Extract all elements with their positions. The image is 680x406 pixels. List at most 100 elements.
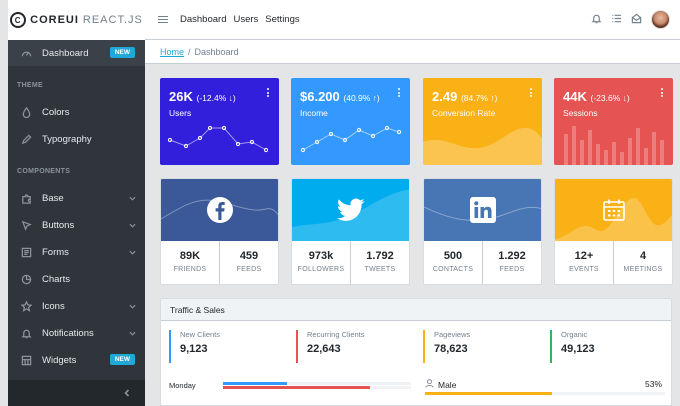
sidebar-item-widgets[interactable]: Widgets NEW	[8, 347, 145, 373]
notes-icon	[20, 246, 32, 258]
sidebar-toggler-icon[interactable]	[158, 16, 168, 23]
coreui-logo-icon: C	[10, 12, 27, 28]
feeds-stat: 1.292 FEEDS	[498, 250, 526, 273]
sidebar-item-label: Charts	[42, 273, 70, 285]
social-card-twitter: 973k FOLLOWERS 1.792 TWEETS	[291, 178, 410, 285]
calendar-icon	[602, 198, 626, 222]
sidebar-item-label: Buttons	[42, 219, 75, 231]
gender-label: Male	[438, 379, 457, 390]
stat-value: 26K (-12.4% ↓)	[169, 89, 236, 104]
sidebar-item-colors[interactable]: Colors	[8, 99, 145, 125]
app-header: Dashboard Users Settings	[145, 0, 680, 40]
chevron-down-icon	[129, 329, 136, 336]
events-stat: 12+ EVENTS	[555, 241, 614, 284]
income-sparkline	[300, 125, 402, 153]
stat-label: Users	[169, 108, 192, 118]
new-clients-progress	[223, 382, 411, 385]
social-wave-chart	[555, 197, 672, 241]
tweets-stat: 1.792 TWEETS	[364, 250, 396, 273]
chart-pie-icon	[20, 273, 32, 285]
chevron-left-icon	[123, 384, 131, 402]
new-badge: NEW	[109, 47, 135, 58]
stat-card-conversion: 2.49 (84.7% ↑) Conversion Rate	[423, 78, 542, 165]
stat-label: Sessions	[563, 108, 598, 118]
brand-logo[interactable]: C COREUI REACT.JS	[8, 0, 145, 40]
kpi-pageviews: Pageviews 78,623	[423, 330, 533, 363]
kpi-new-clients: New Clients 9,123	[169, 330, 279, 363]
speedometer-icon	[20, 47, 32, 59]
sidebar-item-typography[interactable]: Typography	[8, 126, 145, 152]
envelope-open-icon[interactable]	[631, 11, 642, 29]
friends-stat: 89K FRIENDS	[161, 241, 220, 284]
sidebar-item-base[interactable]: Base	[8, 185, 145, 211]
bell-icon[interactable]	[591, 11, 602, 29]
sidebar-item-forms[interactable]: Forms	[8, 239, 145, 265]
drop-icon	[20, 106, 32, 118]
card-title: Traffic & Sales	[161, 299, 671, 321]
sidebar-minimizer[interactable]	[8, 380, 145, 406]
more-options-icon[interactable]	[530, 88, 533, 97]
kpi-organic: Organic 49,123	[550, 330, 660, 363]
breadcrumb-home-link[interactable]: Home	[160, 46, 185, 57]
star-icon	[20, 300, 32, 312]
traffic-sales-card: Traffic & Sales New Clients 9,123 Recurri…	[160, 298, 672, 406]
new-badge: NEW	[109, 354, 135, 365]
social-wave-chart	[161, 199, 278, 220]
avatar[interactable]	[651, 10, 670, 29]
stat-label: Conversion Rate	[432, 108, 496, 118]
linkedin-icon	[469, 197, 496, 223]
sidebar-item-notifications[interactable]: Notifications	[8, 320, 145, 346]
day-label: Monday	[169, 381, 196, 390]
social-card-linkedin: 500 CONTACTS 1.292 FEEDS	[423, 178, 542, 285]
contacts-stat: 500 CONTACTS	[424, 241, 483, 284]
male-progress	[425, 392, 665, 395]
social-card-facebook: 89K FRIENDS 459 FEEDS	[160, 178, 279, 285]
list-icon[interactable]	[611, 11, 622, 29]
social-wave-chart	[292, 189, 409, 241]
bell-icon	[20, 327, 32, 339]
stat-card-income: $6.200 (40.9% ↑) Income	[291, 78, 410, 165]
sidebar-item-charts[interactable]: Charts	[8, 266, 145, 292]
header-nav-settings[interactable]: Settings	[265, 14, 300, 25]
puzzle-icon	[20, 192, 32, 204]
stat-value: 2.49 (84.7% ↑)	[432, 89, 498, 104]
followers-stat: 973k FOLLOWERS	[292, 241, 351, 284]
sidebar-item-buttons[interactable]: Buttons	[8, 212, 145, 238]
conversion-area-chart	[423, 127, 542, 165]
sidebar-item-label: Icons	[42, 300, 65, 312]
sidebar-item-icons[interactable]: Icons	[8, 293, 145, 319]
sidebar-section-components: COMPONENTS	[17, 168, 71, 175]
stat-card-sessions: 44K (-23.6% ↓) Sessions	[554, 78, 673, 165]
more-options-icon[interactable]	[267, 88, 270, 97]
breadcrumb-current: Dashboard	[194, 46, 239, 57]
chevron-down-icon	[129, 302, 136, 309]
breadcrumb: Home / Dashboard	[145, 40, 680, 64]
sidebar-item-label: Base	[42, 192, 64, 204]
chevron-down-icon	[129, 221, 136, 228]
stat-value: $6.200 (40.9% ↑)	[300, 89, 380, 104]
users-sparkline	[167, 125, 269, 153]
more-options-icon[interactable]	[398, 88, 401, 97]
feeds-stat: 459 FEEDS	[236, 250, 262, 273]
meetings-stat: 4 MEETINGS	[623, 250, 663, 273]
gender-percent: 53%	[645, 379, 663, 389]
header-actions	[591, 10, 670, 29]
breadcrumb-separator: /	[188, 46, 191, 57]
header-nav-users[interactable]: Users	[233, 14, 259, 25]
social-card-calendar: 12+ EVENTS 4 MEETINGS	[554, 178, 673, 285]
sidebar-item-label: Notifications	[42, 327, 94, 339]
brand-name-bold: COREUI	[30, 14, 79, 26]
sidebar-item-label: Colors	[42, 106, 70, 118]
more-options-icon[interactable]	[661, 88, 664, 97]
cursor-icon	[20, 219, 32, 231]
twitter-icon	[336, 198, 365, 222]
header-nav-dashboard[interactable]: Dashboard	[180, 14, 227, 25]
recurring-clients-progress	[223, 386, 411, 389]
stat-card-users: 26K (-12.4% ↓) Users	[160, 78, 279, 165]
stat-value: 44K (-23.6% ↓)	[563, 89, 630, 104]
pencil-icon	[20, 133, 32, 145]
chevron-down-icon	[129, 194, 136, 201]
sidebar-item-label: Typography	[42, 133, 92, 145]
sidebar-item-dashboard[interactable]: Dashboard NEW	[8, 40, 145, 66]
